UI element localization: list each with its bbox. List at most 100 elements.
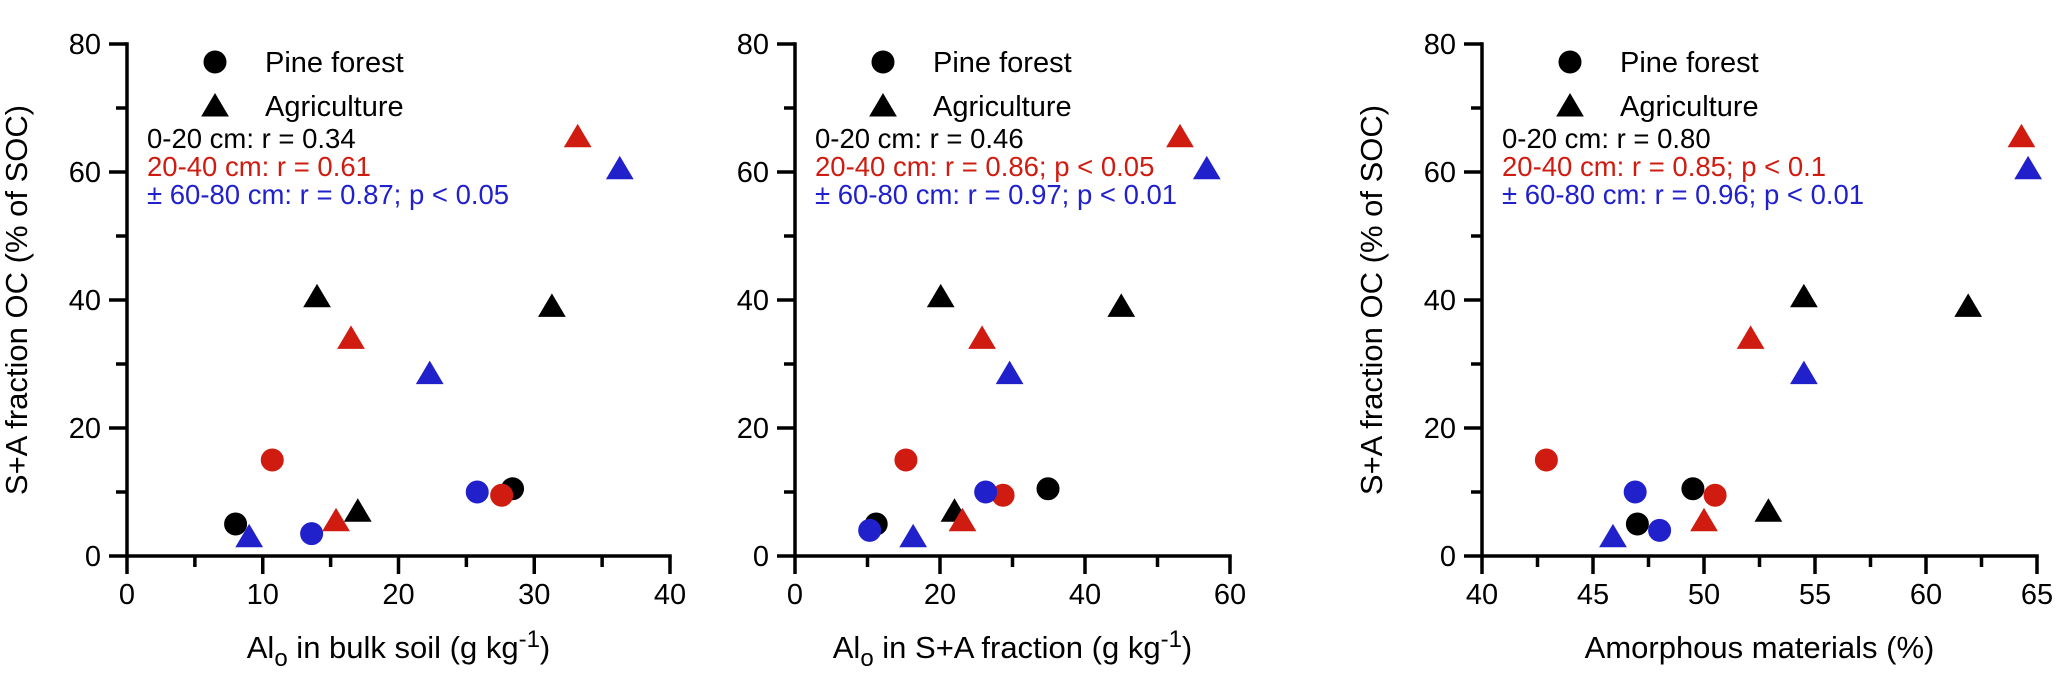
x-tick-label: 45 (1577, 579, 1609, 611)
data-point (1790, 283, 1818, 308)
x-tick-label: 50 (1688, 579, 1720, 611)
y-tick-label: 40 (69, 285, 101, 317)
legend-label: Agriculture (265, 91, 404, 123)
legend-marker-circle (203, 50, 227, 74)
y-axis-title: S+A fraction OC (% of SOC) (0, 105, 34, 495)
data-point (1166, 123, 1194, 148)
correlation-annotation: 20-40 cm: r = 0.61 (147, 151, 371, 182)
data-point (1790, 360, 1818, 385)
data-point (538, 293, 566, 317)
data-point (1599, 523, 1627, 548)
y-tick-label: 80 (1424, 29, 1456, 61)
x-axis-title: Alo in bulk soil (g kg-1) (247, 626, 551, 672)
y-tick-label: 60 (737, 157, 769, 189)
data-point (1036, 477, 1060, 501)
data-point (1954, 293, 1983, 317)
x-tick-label: 40 (1069, 579, 1101, 611)
x-tick-label: 65 (2021, 579, 2053, 611)
x-tick-label: 0 (787, 579, 803, 611)
y-tick-label: 20 (737, 413, 769, 445)
data-point (490, 483, 514, 507)
x-axis-title: Alo in S+A fraction (g kg-1) (833, 626, 1193, 672)
y-axis-title: S+A fraction OC (% of SOC) (1354, 105, 1389, 495)
y-tick-label: 80 (69, 29, 101, 61)
data-point (1648, 518, 1672, 542)
data-point (858, 518, 882, 542)
data-point (343, 498, 372, 522)
y-tick-label: 0 (85, 541, 101, 573)
legend-marker-circle (871, 50, 895, 74)
legend-label: Pine forest (1620, 47, 1759, 79)
x-tick-label: 0 (119, 579, 135, 611)
data-point (1625, 512, 1649, 536)
y-tick-label: 40 (1424, 285, 1456, 317)
data-point (1534, 448, 1558, 472)
data-point (337, 325, 365, 349)
data-point (300, 522, 324, 546)
y-tick-label: 0 (753, 541, 769, 573)
correlation-annotation: 20-40 cm: r = 0.85; p < 0.1 (1502, 151, 1826, 182)
legend-marker-triangle (1556, 93, 1584, 117)
data-point (1736, 325, 1765, 349)
data-point (1623, 480, 1647, 504)
x-tick-label: 60 (1910, 579, 1942, 611)
data-point (235, 523, 264, 548)
data-point (2014, 155, 2042, 180)
data-point (968, 325, 996, 349)
correlation-annotation: 0-20 cm: r = 0.46 (815, 123, 1024, 154)
correlation-annotation: ± 60-80 cm: r = 0.96; p < 0.01 (1502, 179, 1864, 210)
legend-label: Agriculture (933, 91, 1072, 123)
legend-marker-circle (1558, 50, 1582, 74)
x-tick-label: 40 (1466, 579, 1498, 611)
data-point (1703, 483, 1727, 507)
x-axis-title: Amorphous materials (%) (1585, 630, 1935, 665)
data-point (322, 507, 350, 532)
data-point (1681, 477, 1705, 501)
data-point (260, 448, 284, 472)
correlation-annotation: ± 60-80 cm: r = 0.87; p < 0.05 (147, 179, 509, 210)
y-tick-label: 80 (737, 29, 769, 61)
x-tick-label: 20 (924, 579, 956, 611)
y-tick-label: 20 (1424, 413, 1456, 445)
y-tick-label: 60 (1424, 157, 1456, 189)
data-point (1107, 293, 1136, 317)
data-point (605, 155, 634, 180)
correlation-annotation: 0-20 cm: r = 0.34 (147, 123, 356, 154)
axes (1480, 42, 2039, 558)
data-point (465, 480, 489, 504)
y-tick-label: 20 (69, 413, 101, 445)
x-tick-label: 30 (518, 579, 550, 611)
correlation-annotation: ± 60-80 cm: r = 0.97; p < 0.01 (815, 179, 1177, 210)
legend-marker-triangle (201, 93, 229, 117)
legend-marker-triangle (869, 93, 897, 117)
data-point (894, 448, 918, 472)
legend-label: Pine forest (933, 47, 1072, 79)
x-tick-label: 55 (1799, 579, 1831, 611)
data-point (415, 360, 444, 385)
data-point (303, 283, 331, 308)
y-tick-label: 60 (69, 157, 101, 189)
data-point (926, 283, 955, 308)
data-point (995, 360, 1024, 385)
correlation-annotation: 0-20 cm: r = 0.80 (1502, 123, 1711, 154)
x-tick-label: 40 (654, 579, 686, 611)
x-tick-label: 60 (1214, 579, 1246, 611)
x-tick-label: 10 (247, 579, 279, 611)
data-point (1690, 507, 1718, 532)
data-point (899, 523, 928, 548)
data-point (948, 507, 977, 532)
data-point (974, 480, 998, 504)
legend-label: Agriculture (1620, 91, 1759, 123)
data-point (1192, 155, 1221, 180)
y-tick-label: 0 (1440, 541, 1456, 573)
data-point (2007, 123, 2036, 148)
correlation-annotation: 20-40 cm: r = 0.86; p < 0.05 (815, 151, 1154, 182)
panel-3: 40 45 50 55 60 65 0 20 40 60 80 Amorphous materials… (1354, 29, 2053, 665)
x-tick-label: 20 (382, 579, 414, 611)
legend-label: Pine forest (265, 47, 404, 79)
y-tick-label: 40 (737, 285, 769, 317)
panel-2: 0 20 40 60 0 20 40 60 80 Alo in S+A fraction (g k… (737, 29, 1246, 672)
data-point (1754, 498, 1783, 522)
